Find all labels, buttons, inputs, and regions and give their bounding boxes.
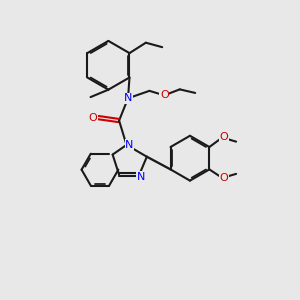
Text: O: O — [219, 133, 228, 142]
Text: O: O — [88, 112, 97, 123]
Text: N: N — [137, 172, 145, 182]
Text: N: N — [124, 93, 132, 103]
Text: O: O — [219, 173, 228, 183]
Text: O: O — [160, 90, 169, 100]
Text: N: N — [125, 140, 134, 150]
